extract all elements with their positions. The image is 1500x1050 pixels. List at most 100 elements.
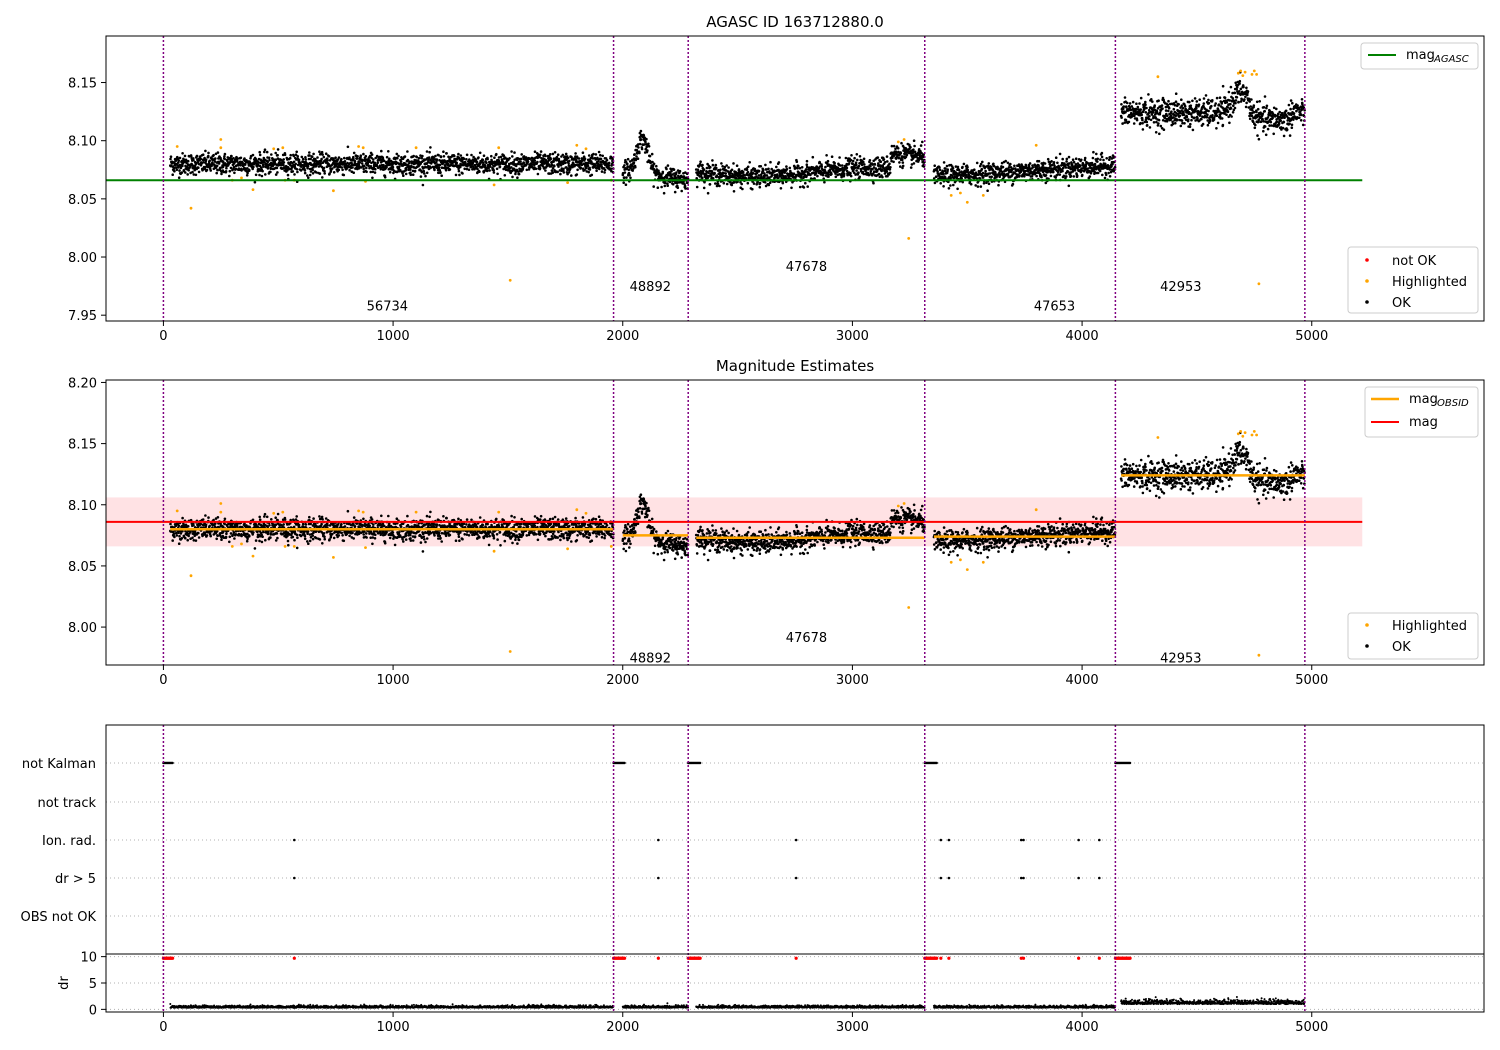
ok-point	[709, 174, 713, 177]
ok-point	[763, 172, 766, 175]
ok-point	[706, 191, 710, 195]
ok-point	[892, 160, 895, 164]
ok-point	[1096, 157, 1099, 161]
legend-label: not OK	[1392, 254, 1437, 269]
ok-point	[1215, 127, 1218, 130]
ok-point	[1001, 170, 1004, 174]
ok-point	[885, 170, 889, 173]
ok-point	[413, 169, 417, 173]
ok-point	[383, 176, 387, 179]
ok-point	[295, 168, 299, 171]
ok-point	[662, 191, 666, 195]
ok-point	[860, 163, 864, 167]
highlighted-point	[949, 194, 953, 197]
ok-point	[575, 173, 579, 176]
ok-point	[453, 164, 457, 168]
ok-point	[777, 168, 780, 172]
ok-point	[437, 166, 441, 169]
ok-point	[656, 186, 660, 189]
ok-point	[623, 164, 626, 167]
ok-point	[947, 187, 951, 190]
ok-point	[1248, 97, 1251, 101]
ok-point	[854, 161, 858, 164]
ok-point	[1206, 113, 1209, 116]
ok-point	[595, 169, 598, 172]
ok-point	[1202, 97, 1206, 100]
ok-point	[634, 157, 638, 161]
ok-point	[511, 175, 514, 179]
ok-point	[197, 170, 201, 174]
ok-point	[1174, 92, 1178, 95]
ok-point	[1011, 182, 1015, 186]
ok-point	[1213, 104, 1217, 107]
ok-point	[1184, 118, 1188, 122]
ok-point	[1210, 104, 1213, 108]
ok-point	[818, 161, 822, 165]
ok-point	[888, 171, 892, 175]
ok-point	[587, 154, 591, 157]
ok-point	[550, 164, 554, 167]
ok-point	[1278, 110, 1281, 114]
ok-point	[1211, 114, 1214, 117]
ok-point	[752, 172, 755, 175]
ok-point	[194, 539, 198, 542]
ok-point	[1099, 158, 1102, 161]
ok-point	[371, 170, 375, 174]
ok-point	[463, 167, 467, 171]
ok-point	[1262, 129, 1265, 133]
ok-point	[732, 162, 735, 165]
ok-point	[465, 167, 469, 171]
ok-point	[1236, 92, 1240, 95]
highlighted-point	[1243, 70, 1247, 74]
ok-point	[1257, 137, 1261, 141]
ok-point	[362, 167, 366, 171]
ok-point	[181, 530, 184, 533]
ok-point	[1143, 120, 1147, 124]
ok-point	[1262, 106, 1266, 109]
ok-point	[841, 164, 844, 167]
ok-point	[986, 189, 989, 192]
ok-point	[847, 162, 851, 165]
ok-point	[427, 156, 431, 159]
ok-point	[632, 161, 636, 164]
ok-point	[805, 159, 809, 163]
ok-point	[1188, 125, 1192, 129]
ok-point	[716, 184, 719, 188]
ok-point	[261, 169, 264, 173]
ok-point	[191, 170, 194, 174]
ok-point	[939, 182, 942, 185]
ok-point	[1075, 174, 1079, 177]
ok-point	[1080, 158, 1083, 162]
ok-point	[177, 176, 181, 179]
highlighted-point	[1239, 69, 1242, 73]
ok-point	[365, 166, 368, 170]
ok-point	[353, 159, 357, 163]
ok-point	[352, 151, 356, 155]
ok-point	[1098, 169, 1102, 173]
ok-point	[581, 151, 585, 154]
ok-point	[184, 171, 187, 174]
ok-point	[1197, 103, 1201, 106]
ok-point	[979, 164, 982, 168]
ok-point	[1064, 166, 1068, 169]
ok-point	[792, 172, 796, 175]
ok-point	[1301, 102, 1304, 106]
ok-point	[223, 155, 226, 158]
ok-point	[946, 168, 949, 171]
ok-point	[499, 155, 503, 159]
ok-point	[901, 161, 905, 164]
ok-point	[858, 155, 862, 158]
ok-point	[933, 164, 936, 167]
ok-point	[882, 158, 886, 161]
ok-point	[323, 172, 327, 175]
ok-point	[341, 168, 344, 172]
ok-point	[909, 166, 913, 169]
ok-point	[1290, 126, 1294, 129]
ok-point	[670, 170, 673, 173]
ok-point	[447, 155, 450, 159]
ok-point	[1179, 106, 1182, 109]
ok-point	[308, 173, 312, 177]
ok-point	[1232, 99, 1236, 103]
ok-point	[382, 165, 386, 169]
